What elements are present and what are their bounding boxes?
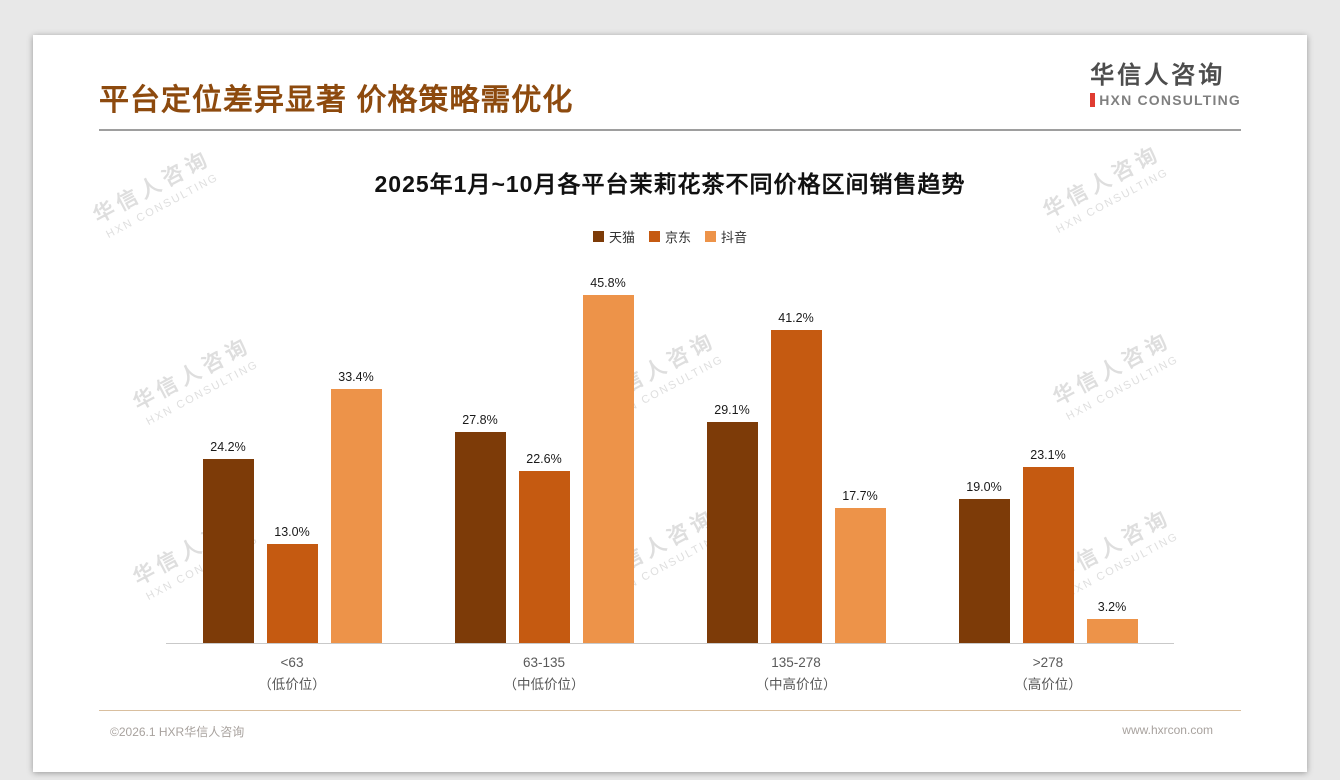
legend-item: 京东 <box>648 227 691 246</box>
bar-天猫 <box>202 459 254 643</box>
category-axis: <63 （低价位） 63-135 （中低价位） 135-278 （中高价位） >278 （高价… <box>166 652 1174 695</box>
bar-value-label: 13.0% <box>274 525 310 539</box>
footer-copyright: ©2026.1 HXR华信人咨询 <box>110 725 245 739</box>
bar-value-label: 23.1% <box>1030 448 1066 462</box>
bar-value-label: 22.6% <box>526 452 562 466</box>
footer-url: www.hxrcon.com <box>1122 723 1213 737</box>
footer-divider <box>99 710 1241 711</box>
bar-抖音 <box>1086 619 1138 643</box>
bar-with-label: 45.8% <box>582 276 634 643</box>
bar-京东 <box>266 544 318 643</box>
bar-value-label: 33.4% <box>338 370 374 384</box>
bar-group: 27.8% 22.6% 45.8% <box>418 256 670 643</box>
page-title: 平台定位差异显著 价格策略需优化 <box>99 84 574 117</box>
bar-value-label: 41.2% <box>778 311 814 325</box>
logo-name: 华信人咨询 <box>1090 62 1226 89</box>
bar-with-label: 24.2% <box>202 440 254 643</box>
logo-accent-bar-icon <box>1090 93 1096 108</box>
bar-group: 24.2% 13.0% 33.4% <box>166 256 418 643</box>
bar-with-label: 22.6% <box>518 452 570 643</box>
logo-subtitle: HXN CONSULTING <box>1099 92 1241 109</box>
bar-value-label: 3.2% <box>1097 600 1127 614</box>
header: 平台定位差异显著 价格策略需优化 华信人咨询 HXN CONSULTING <box>33 35 1307 119</box>
legend-item: 天猫 <box>592 227 635 246</box>
chart-legend: 天猫 京东 抖音 <box>33 227 1307 246</box>
footer-row: ©2026.1 HXR华信人咨询 www.hxrcon.com <box>33 711 1307 740</box>
bar-value-label: 17.7% <box>842 489 878 503</box>
chart-title: 2025年1月~10月各平台茉莉花茶不同价格区间销售趋势 <box>374 171 966 197</box>
logo-subtitle-row: HXN CONSULTING <box>1090 92 1241 108</box>
category-label: >278 （高价位） <box>1014 655 1082 692</box>
bar-京东 <box>770 330 822 643</box>
legend-swatch-icon <box>648 231 660 242</box>
bar-value-label: 29.1% <box>714 403 750 417</box>
legend-label: 抖音 <box>721 230 748 245</box>
bar-value-label: 27.8% <box>462 413 498 427</box>
header-divider <box>99 129 1241 131</box>
brand-logo: 华信人咨询 HXN CONSULTING <box>1090 61 1241 108</box>
bar-with-label: 27.8% <box>454 413 506 643</box>
chart: 2025年1月~10月各平台茉莉花茶不同价格区间销售趋势 天猫 京东 抖音 24.2… <box>33 165 1307 695</box>
slide-card: 华信人咨询 HXN CONSULTING 华信人咨询 HXN CONSULTING 华信… <box>33 35 1307 772</box>
bar-天猫 <box>706 422 758 643</box>
bar-value-label: 24.2% <box>210 440 246 454</box>
bar-天猫 <box>454 432 506 643</box>
bar-with-label: 17.7% <box>834 489 886 643</box>
bar-with-label: 41.2% <box>770 311 822 643</box>
category-label: <63 （低价位） <box>258 655 326 692</box>
bar-with-label: 13.0% <box>266 525 318 643</box>
legend-item: 抖音 <box>705 227 747 246</box>
bar-抖音 <box>582 295 634 643</box>
category-label: 63-135 （中低价位） <box>503 655 585 692</box>
bar-天猫 <box>958 499 1010 643</box>
bar-with-label: 33.4% <box>330 370 382 643</box>
bar-group: 29.1% 41.2% 17.7% <box>670 256 922 643</box>
legend-label: 京东 <box>664 230 691 245</box>
category-label: 135-278 （中高价位） <box>755 655 837 692</box>
bar-with-label: 3.2% <box>1086 600 1138 643</box>
bar-with-label: 29.1% <box>706 403 758 643</box>
bar-with-label: 19.0% <box>958 480 1010 643</box>
bar-抖音 <box>330 389 382 643</box>
footer: ©2026.1 HXR华信人咨询 www.hxrcon.com <box>33 710 1307 772</box>
bar-抖音 <box>834 508 886 643</box>
legend-label: 天猫 <box>608 230 635 245</box>
legend-swatch-icon <box>592 231 604 242</box>
bar-value-label: 45.8% <box>590 276 626 290</box>
legend-swatch-icon <box>705 231 716 242</box>
bar-with-label: 23.1% <box>1022 448 1074 643</box>
bar-京东 <box>1022 467 1074 643</box>
bar-value-label: 19.0% <box>966 480 1002 494</box>
plot-area: 24.2% 13.0% 33.4% 27.8% 22.6% 45.8% 29.1% 41.2%… <box>166 256 1174 644</box>
bar-group: 19.0% 23.1% 3.2% <box>922 256 1174 643</box>
bar-京东 <box>518 471 570 643</box>
